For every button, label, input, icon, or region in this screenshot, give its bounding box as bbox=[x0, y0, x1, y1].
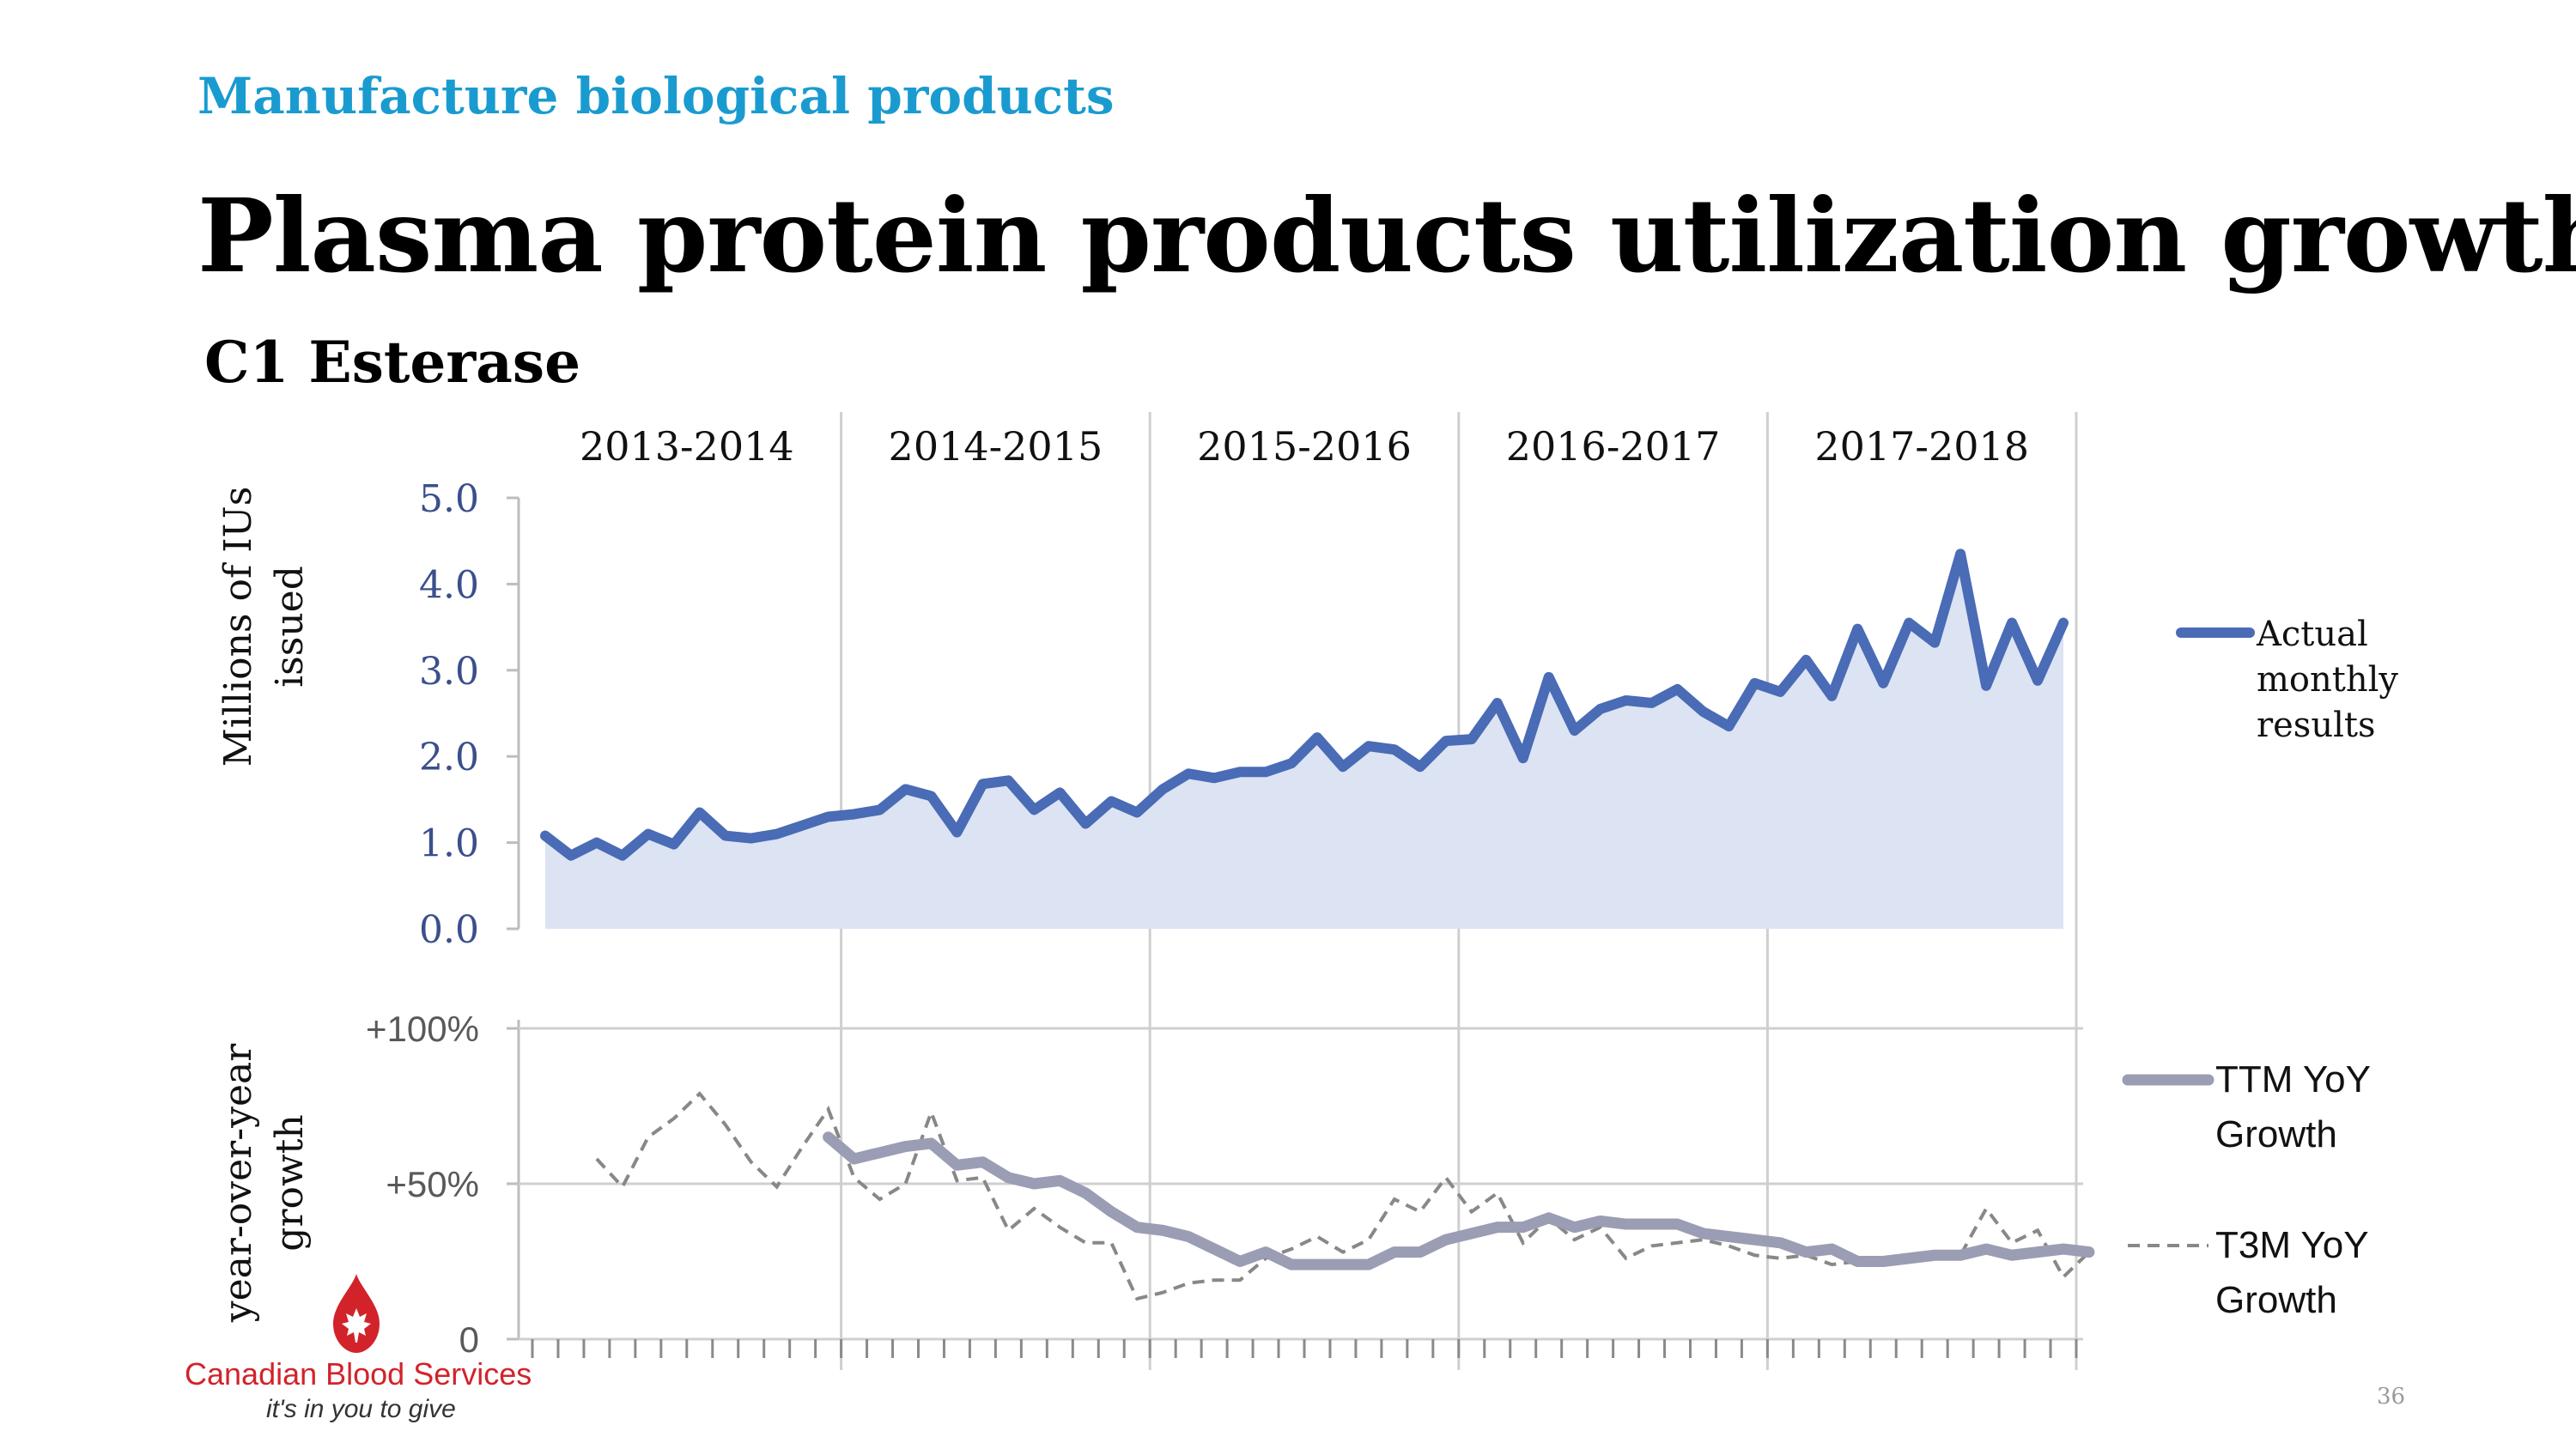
y-tick-label: 3.0 bbox=[419, 650, 479, 694]
legend-actual-label: monthly bbox=[2257, 660, 2398, 700]
y-tick-label: 2.0 bbox=[419, 736, 479, 779]
y-tick-label: 5.0 bbox=[419, 477, 479, 521]
y-tick-label: 1.0 bbox=[419, 822, 479, 866]
period-label: 2015-2016 bbox=[1197, 423, 1412, 470]
blood-drop-maple-leaf-icon bbox=[333, 1274, 380, 1353]
page-number: 36 bbox=[2377, 1384, 2406, 1410]
ttm-growth-line bbox=[823, 1131, 2095, 1270]
y-tick-label: 4.0 bbox=[419, 563, 479, 607]
kicker: Manufacture biological products bbox=[197, 67, 1115, 125]
y-axis-label: year-over-year bbox=[216, 1043, 260, 1323]
legend-ttm-label: Growth bbox=[2215, 1113, 2337, 1155]
period-label: 2014-2015 bbox=[889, 423, 1103, 470]
actual-monthly-line bbox=[539, 549, 2069, 861]
legend-ttm-label: TTM YoY bbox=[2215, 1058, 2371, 1100]
y-axis-label: Millions of IUs bbox=[216, 487, 260, 767]
logo: Canadian Blood Services it's in you to g… bbox=[185, 1270, 545, 1425]
y-tick-label: 0 bbox=[459, 1319, 479, 1360]
legend-actual-label: results bbox=[2257, 706, 2375, 745]
y-axis-label: growth bbox=[268, 1114, 312, 1251]
period-label: 2017-2018 bbox=[1814, 423, 2029, 470]
y-tick-label: 0.0 bbox=[419, 908, 479, 952]
y-tick-label: +50% bbox=[386, 1164, 479, 1204]
legend-actual-label: Actual bbox=[2256, 615, 2368, 654]
logo-tagline: it's in you to give bbox=[266, 1395, 456, 1423]
legend-t3m-label: Growth bbox=[2215, 1279, 2337, 1321]
chart-subtitle: C1 Esterase bbox=[204, 329, 581, 396]
legend-t3m-label: T3M YoY bbox=[2215, 1224, 2369, 1266]
page-title: Plasma protein products utilization grow… bbox=[197, 176, 2576, 295]
period-label: 2016-2017 bbox=[1506, 423, 1721, 470]
actual-area bbox=[544, 554, 2064, 929]
period-label: 2013-2014 bbox=[580, 423, 794, 470]
logo-name: Canadian Blood Services bbox=[185, 1356, 532, 1391]
y-tick-label: +100% bbox=[366, 1009, 479, 1049]
y-axis-label: issued bbox=[268, 566, 312, 688]
